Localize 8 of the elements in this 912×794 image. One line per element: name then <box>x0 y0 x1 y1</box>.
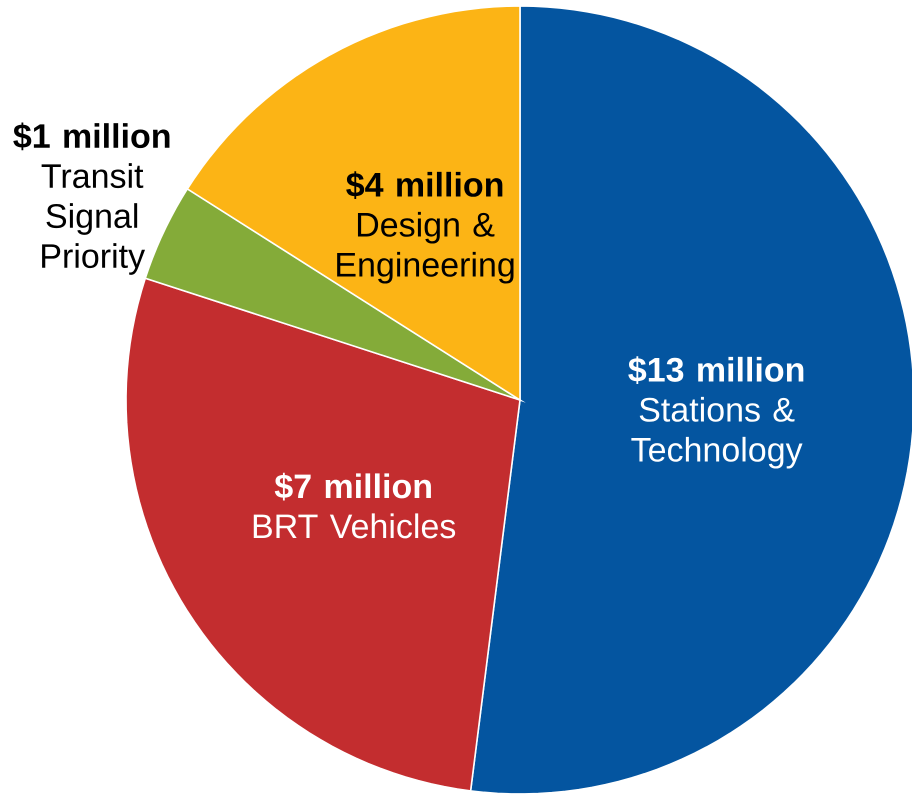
slice-label: Stations & Technology <box>631 396 803 469</box>
data-label: $7 million <box>274 472 431 501</box>
slice-label: Design & Engineering <box>337 212 514 284</box>
data-label: $4 million <box>346 171 502 199</box>
slice-label: Transit Signal Priority <box>42 163 146 275</box>
slice-label: BRT Vehicles <box>254 513 456 538</box>
data-label: $13 million <box>628 356 804 384</box>
data-label: $1 million <box>13 122 170 150</box>
